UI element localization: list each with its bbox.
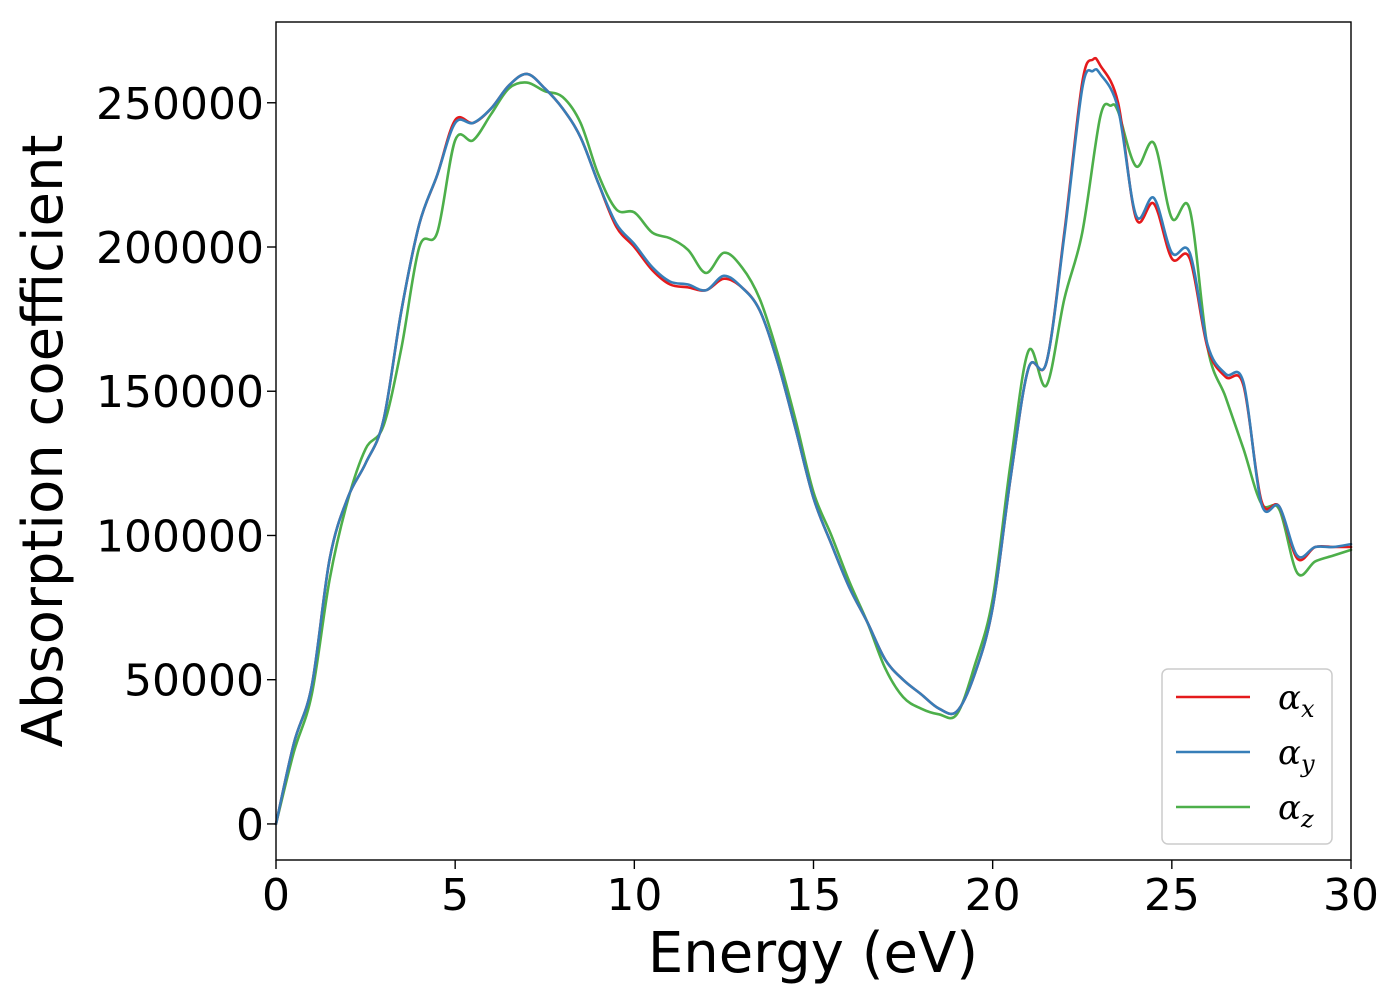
series-layer bbox=[274, 56, 1353, 826]
x-tick-label: 30 bbox=[1323, 870, 1379, 921]
y-tick-label: 150000 bbox=[96, 367, 264, 418]
y-tick-label: 50000 bbox=[124, 656, 264, 707]
legend-box bbox=[1161, 668, 1333, 845]
y-tick-label: 200000 bbox=[96, 223, 264, 274]
series-line-y bbox=[274, 67, 1353, 826]
x-tick-label: 20 bbox=[965, 870, 1021, 921]
x-tick-label: 15 bbox=[786, 870, 842, 921]
x-tick-label: 0 bbox=[262, 870, 290, 921]
x-axis-ticks: 0 5 10 15 20 25 30 bbox=[262, 860, 1379, 921]
legend-label-z: αz bbox=[1278, 788, 1314, 833]
legend-label-y: αy bbox=[1278, 733, 1315, 778]
x-tick-label: 25 bbox=[1144, 870, 1200, 921]
series-line-z bbox=[274, 81, 1353, 826]
y-tick-label: 250000 bbox=[96, 79, 264, 130]
x-axis-label: Energy (eV) bbox=[648, 921, 978, 986]
y-axis-ticks: 0 50000 100000 150000 200000 250000 bbox=[96, 79, 276, 851]
x-tick-label: 10 bbox=[606, 870, 662, 921]
y-axis-label: Absorption coefficient bbox=[11, 135, 76, 748]
legend: αx αy αz bbox=[1161, 668, 1333, 845]
y-tick-label: 100000 bbox=[96, 511, 264, 562]
legend-label-x: αx bbox=[1278, 678, 1315, 723]
x-tick-label: 5 bbox=[441, 870, 469, 921]
y-tick-label: 0 bbox=[236, 800, 264, 851]
